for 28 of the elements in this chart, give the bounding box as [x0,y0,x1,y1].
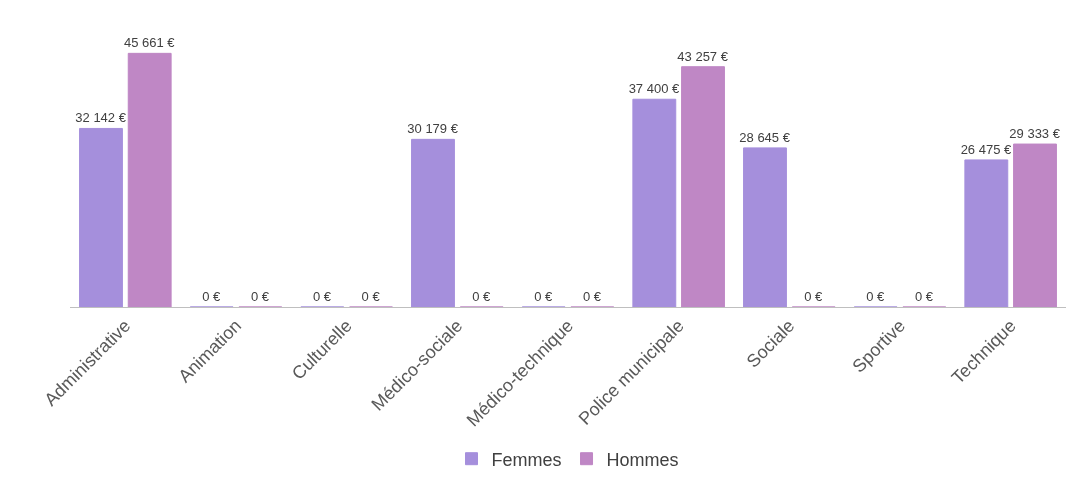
data-label: 29 333 € [1009,126,1061,142]
bar [79,127,123,307]
data-label: 0 € [866,289,886,304]
bar [411,138,455,307]
data-label: 37 400 € [628,81,681,97]
data-label: 26 475 € [960,141,1013,157]
legend-label: Hommes [606,449,679,470]
bar [743,147,787,307]
data-label: 0 € [582,289,602,304]
legend-label: Femmes [491,449,562,470]
bar [632,98,677,307]
data-label: 0 € [312,289,332,304]
bar [1013,143,1057,307]
data-label: 30 179 € [407,121,459,137]
bar [681,66,725,307]
data-label: 43 257 € [677,48,729,64]
data-label: 0 € [472,289,492,304]
data-label: 0 € [914,289,934,304]
data-label: 0 € [534,289,554,304]
data-label: 28 645 € [739,129,791,145]
data-label: 45 661 € [123,35,176,51]
bar [964,159,1009,307]
bar [127,52,172,307]
data-label: 0 € [250,289,270,304]
data-label: 32 142 € [75,110,127,126]
data-label: 0 € [202,289,222,304]
data-label: 0 € [804,289,824,304]
data-label: 0 € [361,289,381,304]
